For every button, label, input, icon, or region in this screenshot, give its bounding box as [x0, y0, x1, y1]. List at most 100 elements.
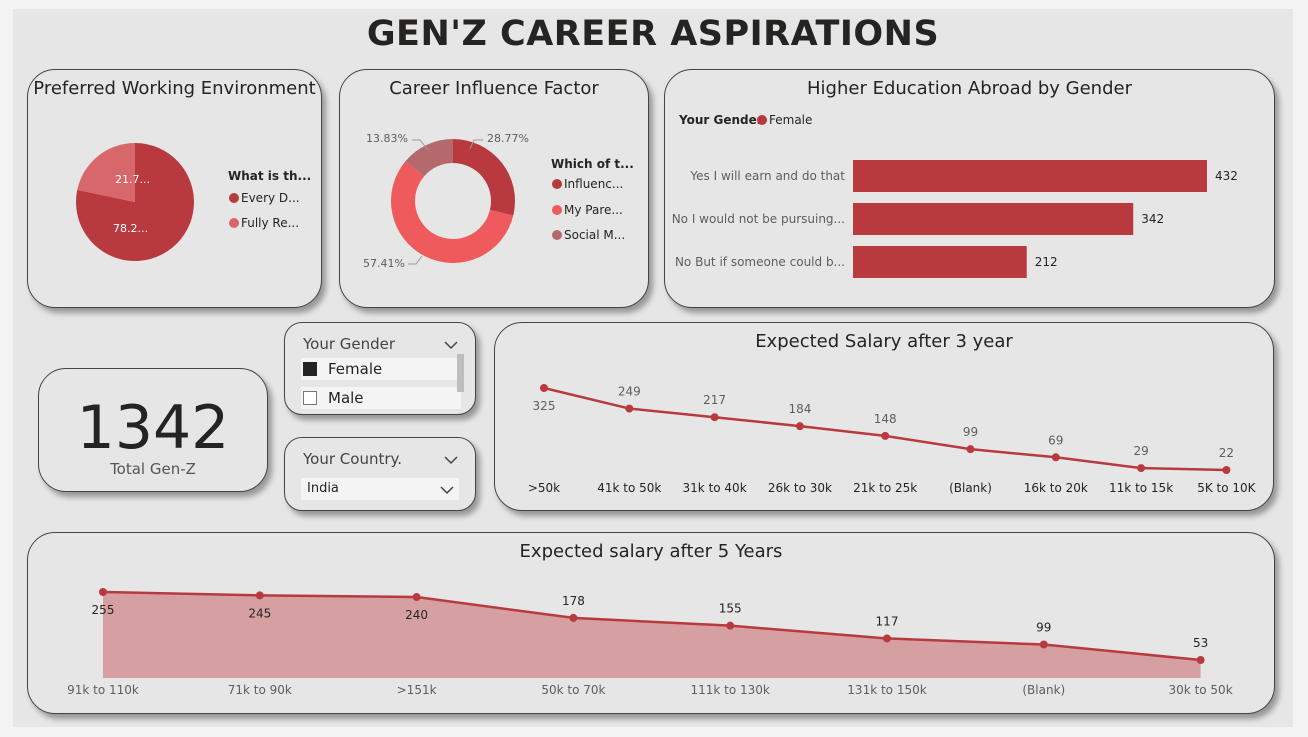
higher-education-bar-chart[interactable]: Your Gender Female Yes I will earn and d… [665, 70, 1274, 307]
data-label: 53 [1193, 636, 1208, 650]
country-slicer[interactable]: Your Country. India [284, 437, 476, 511]
higher-education-card[interactable]: Higher Education Abroad by Gender Your G… [664, 69, 1275, 308]
legend-marker-female [757, 115, 767, 125]
donut-slice [391, 160, 514, 263]
data-point [966, 445, 975, 454]
data-label: 255 [92, 603, 115, 617]
working-environment-pie-chart[interactable]: What is th... Every D... Fully Re... 78.… [28, 70, 321, 307]
gender-option-female[interactable]: Female [301, 358, 461, 380]
x-tick-label: 41k to 50k [597, 481, 661, 495]
pie-slice [76, 143, 195, 261]
data-label: 29 [1133, 444, 1148, 458]
donut-slice-label: 13.83% [366, 132, 408, 145]
data-label: 99 [963, 425, 978, 439]
legend-marker-social-media [552, 230, 562, 240]
x-tick-label: 16k to 20k [1024, 481, 1088, 495]
data-point [412, 593, 421, 602]
donut-slice [453, 139, 515, 216]
gender-option-label: Female [328, 360, 383, 378]
legend-title: Your Gender [678, 113, 763, 127]
pie-slice [77, 143, 135, 202]
donut-slice [405, 139, 453, 177]
gender-slicer[interactable]: Your Gender Female Male [284, 322, 476, 415]
data-label: 155 [719, 602, 742, 616]
x-tick-label: 5K to 10K [1197, 481, 1256, 495]
salary-3-year-card[interactable]: Expected Salary after 3 year 325 >50k 249 4… [494, 322, 1274, 511]
data-label: 178 [562, 594, 585, 608]
bar [853, 203, 1134, 235]
male-checkbox[interactable] [303, 391, 317, 405]
donut-leader-line [412, 139, 429, 151]
data-point [569, 613, 578, 622]
country-dropdown[interactable]: India [301, 478, 459, 500]
x-tick-label: 30k to 50k [1169, 683, 1233, 697]
salary-3-year-line-chart[interactable]: 325 >50k 249 41k to 50k 217 31k to 40k 184 26k … [495, 323, 1273, 510]
data-label: 99 [1036, 621, 1051, 635]
data-point [99, 588, 107, 596]
data-label: 69 [1048, 433, 1063, 447]
legend-item-fully-remote[interactable]: Fully Re... [241, 216, 299, 230]
total-genz-value: 1342 [76, 393, 230, 463]
area-fill [103, 592, 1201, 678]
donut-slice-label: 57.41% [363, 257, 405, 270]
data-point [881, 431, 890, 440]
bar-value-label: 342 [1141, 212, 1164, 226]
legend-title: What is th... [228, 169, 311, 183]
data-point [710, 413, 719, 422]
series-line [102, 590, 1201, 662]
salary-5-year-card[interactable]: Expected salary after 5 Years 255 91k to … [27, 532, 1275, 714]
salary-5-year-area-chart[interactable]: 255 91k to 110k 245 71k to 90k 240 >151k 178 50… [28, 533, 1274, 713]
working-environment-card[interactable]: Preferred Working Environment What is th… [27, 69, 322, 308]
x-tick-label: (Blank) [1022, 683, 1065, 697]
data-label: 22 [1219, 446, 1234, 460]
legend-marker-influencers [552, 179, 562, 189]
data-point [1039, 640, 1048, 649]
career-influence-donut-chart[interactable]: Which of t... Influenc... My Pare... Soc… [340, 70, 648, 307]
total-genz-label: Total Gen-Z [110, 460, 196, 478]
gender-option-male[interactable]: Male [301, 387, 461, 409]
salary-3-year-title: Expected Salary after 3 year [755, 331, 1013, 352]
legend-item-female[interactable]: Female [769, 113, 812, 127]
x-tick-label: 50k to 70k [541, 683, 605, 697]
bar-category-label: No But if someone could b... [675, 255, 845, 269]
data-label: 245 [248, 606, 271, 620]
data-label: 148 [874, 412, 897, 426]
bar [853, 160, 1207, 192]
career-influence-title: Career Influence Factor [389, 78, 599, 99]
data-point [1196, 656, 1205, 664]
data-point [625, 404, 634, 413]
total-genz-card: 1342 Total Gen-Z [38, 368, 268, 492]
career-influence-card[interactable]: Career Influence Factor Which of t... In… [339, 69, 649, 308]
x-tick-label: >50k [528, 481, 560, 495]
data-point [795, 422, 804, 431]
x-tick-label: 91k to 110k [67, 683, 139, 697]
slicer-scrollbar[interactable] [457, 354, 464, 392]
data-point [1051, 453, 1060, 462]
legend-item-social-media[interactable]: Social M... [564, 228, 625, 242]
legend-item-every-day[interactable]: Every D... [241, 191, 300, 205]
donut-slice-label: 28.77% [487, 132, 529, 145]
legend-item-influencers[interactable]: Influenc... [564, 177, 623, 191]
pie-slice-label: 78.2... [113, 222, 148, 235]
x-tick-label: (Blank) [949, 481, 992, 495]
data-point [255, 591, 264, 600]
data-point [1222, 466, 1231, 474]
legend-marker-my-parents [552, 205, 562, 215]
data-label: 117 [876, 614, 899, 628]
x-tick-label: >151k [397, 683, 437, 697]
legend-marker-fully-remote [229, 218, 239, 228]
legend-marker-every-day [229, 193, 239, 203]
chevron-down-icon[interactable] [444, 340, 458, 350]
dashboard-title: GEN'Z CAREER ASPIRATIONS [366, 14, 940, 54]
bar-value-label: 212 [1035, 255, 1058, 269]
female-checkbox[interactable] [303, 362, 317, 376]
bar-category-label: Yes I will earn and do that [689, 169, 845, 183]
donut-leader-line [469, 139, 483, 150]
x-tick-label: 26k to 30k [768, 481, 832, 495]
legend-item-my-parents[interactable]: My Pare... [564, 203, 623, 217]
series-line [543, 386, 1227, 472]
x-tick-label: 131k to 150k [847, 683, 926, 697]
gender-option-label: Male [328, 389, 364, 407]
bar-value-label: 432 [1215, 169, 1238, 183]
chevron-down-icon[interactable] [444, 455, 458, 465]
